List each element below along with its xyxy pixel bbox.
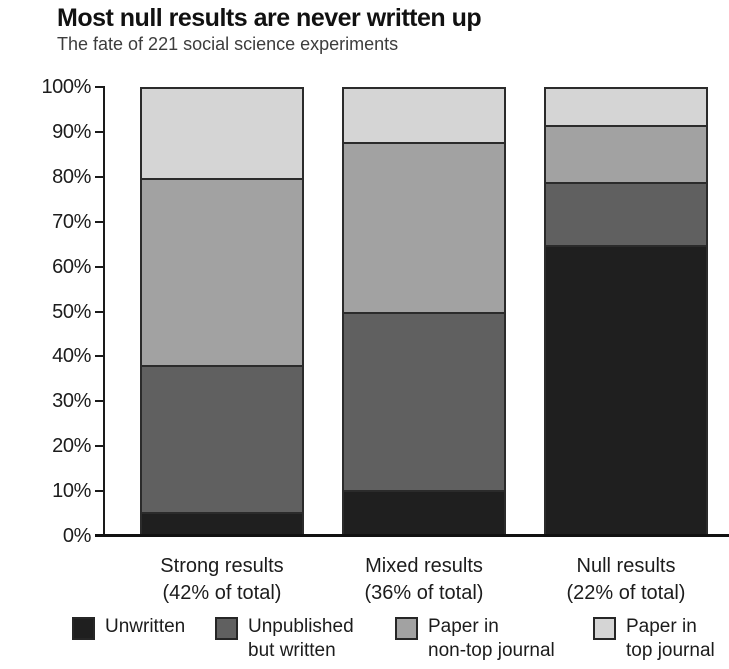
y-tick-mark — [95, 310, 104, 313]
y-tick-mark — [95, 355, 104, 358]
y-tick-label: 70% — [52, 210, 91, 233]
bar-segment — [546, 124, 706, 183]
y-tick-mark — [95, 265, 104, 268]
x-category-label: Mixed results (36% of total) — [364, 555, 484, 604]
y-axis-line — [103, 86, 105, 537]
y-tick-label: 10% — [52, 480, 91, 503]
y-tick-label: 0% — [62, 525, 92, 547]
legend-item: Paper in top journal — [593, 616, 715, 663]
y-tick-label: 100% — [41, 76, 91, 98]
y-tick-label: 80% — [52, 165, 91, 188]
y-tick-mark — [95, 220, 104, 223]
x-axis-labels: Strong results (42% of total) Mixed result… — [103, 553, 729, 607]
legend-label: Unpublished but written — [248, 616, 354, 661]
y-tick-label: 30% — [52, 390, 91, 413]
chart-title: Most null results are never written up — [57, 4, 482, 32]
y-tick-mark — [95, 445, 104, 448]
y-tick-label: 60% — [52, 255, 91, 278]
legend-swatch — [72, 617, 95, 640]
bar-segment — [344, 311, 504, 490]
y-tick-label: 50% — [52, 300, 91, 323]
y-tick-mark — [95, 86, 104, 88]
legend-label: Unwritten — [105, 616, 186, 637]
plot-area: 0% 10% 20% 30% 40% 50% 60% 70% 80% 90% 100% — [0, 77, 729, 546]
stacked-bar — [140, 87, 304, 536]
x-category-label: Null results (22% of total) — [566, 555, 686, 604]
y-tick-label: 40% — [52, 345, 91, 368]
y-tick-label: 90% — [52, 120, 91, 143]
legend-swatch — [395, 617, 418, 640]
bar-segment — [344, 489, 504, 534]
legend-swatch — [593, 617, 616, 640]
x-category-label: Strong results (42% of total) — [160, 555, 284, 604]
bar-segment — [546, 244, 706, 534]
legend-item: Paper in non-top journal — [395, 616, 555, 663]
y-tick-label: 20% — [52, 435, 91, 458]
legend-item: Unwritten — [72, 616, 186, 640]
stacked-bar — [342, 87, 506, 536]
stacked-bar — [544, 87, 708, 536]
chart-subtitle: The fate of 221 social science experimen… — [57, 34, 399, 54]
y-tick-mark — [95, 130, 104, 133]
bar-segment — [546, 182, 706, 245]
legend-swatch — [215, 617, 238, 640]
bar-segment — [344, 89, 504, 143]
legend-label: Paper in non-top journal — [428, 616, 555, 661]
bar-segment — [142, 364, 302, 512]
bars-group — [103, 87, 729, 536]
bar-segment — [142, 89, 302, 179]
bar-segment — [142, 511, 302, 534]
legend: Unwritten Unpublished but written Paper in n… — [0, 616, 729, 667]
legend-label: Paper in top journal — [626, 616, 715, 661]
y-tick-mark — [95, 490, 104, 493]
legend-item: Unpublished but written — [215, 616, 354, 663]
bar-segment — [344, 142, 504, 312]
y-tick-mark — [95, 175, 104, 178]
x-axis-line — [95, 534, 729, 537]
y-tick-mark — [95, 400, 104, 403]
bar-segment — [546, 89, 706, 125]
bar-segment — [142, 178, 302, 365]
